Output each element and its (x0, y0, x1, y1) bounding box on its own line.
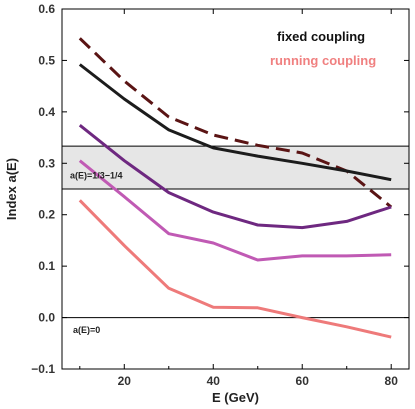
y-tick-label-0.3: 0.3 (38, 156, 55, 170)
y-tick-label-0.2: 0.2 (38, 208, 55, 222)
x-tick-label-60: 60 (296, 374, 310, 388)
legend-fixed-coupling: fixed coupling (277, 29, 365, 44)
tick-layer: 20 40 60 80 −0.1 0.0 0.1 0.2 0.3 0.4 0.5 0.6 (31, 2, 409, 388)
x-axis-label: E (GeV) (212, 390, 259, 405)
series-line-4 (78, 199, 392, 339)
series-line-1 (78, 63, 392, 182)
legend-running-coupling: running coupling (270, 53, 376, 68)
x-tick-label-20: 20 (118, 374, 132, 388)
y-tick-label--0.1: −0.1 (31, 362, 55, 376)
x-tick-label-40: 40 (207, 374, 221, 388)
y-tick-label-0.6: 0.6 (38, 2, 55, 16)
y-tick-label-0.4: 0.4 (38, 105, 55, 119)
series-layer (78, 37, 393, 339)
series-line-2 (78, 124, 392, 230)
y-axis-label: Index a(E) (4, 158, 19, 220)
plot-frame (61, 8, 410, 370)
y-tick-label-0.5: 0.5 (38, 53, 55, 67)
y-tick-label-0.1: 0.1 (38, 259, 55, 273)
band-label: a(E)=1/3−1/4 (70, 171, 123, 181)
series-line-3 (78, 159, 392, 262)
y-tick-label-0.0: 0.0 (38, 311, 55, 325)
reference-line-label: a(E)=0 (73, 325, 100, 335)
series-line-0 (78, 37, 393, 209)
x-tick-label-80: 80 (385, 374, 399, 388)
